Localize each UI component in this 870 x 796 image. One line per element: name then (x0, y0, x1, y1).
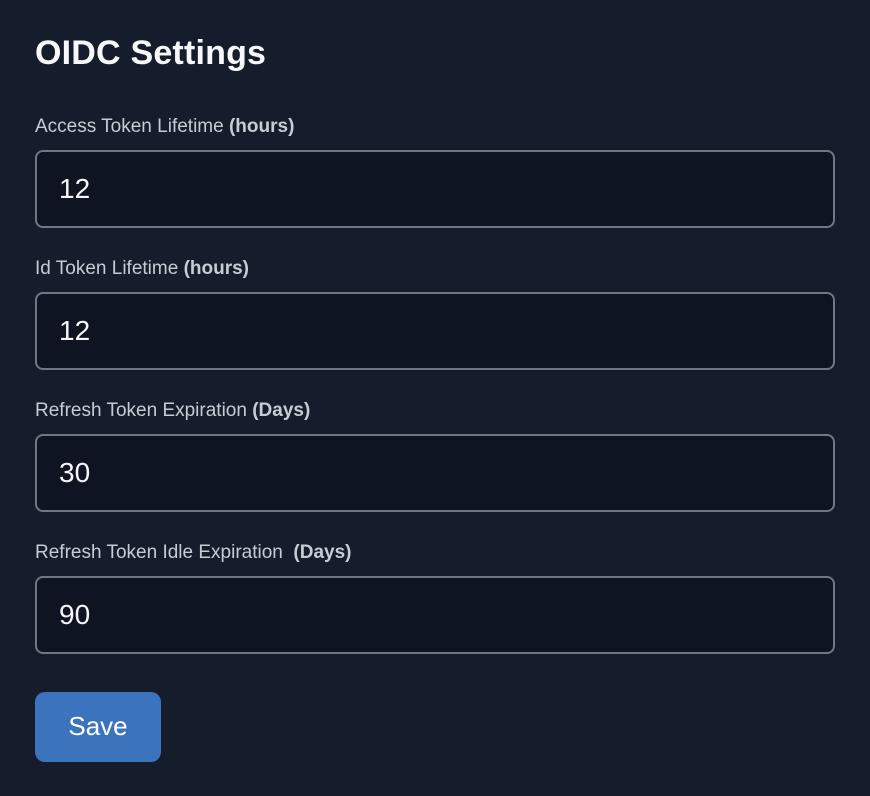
refresh-token-idle-expiration-group: Refresh Token Idle Expiration (Days) (35, 542, 835, 654)
refresh-token-expiration-input[interactable] (35, 433, 835, 512)
label-text: Access Token Lifetime (35, 115, 224, 137)
label-text: Id Token Lifetime (35, 257, 179, 279)
page-title: OIDC Settings (35, 34, 267, 72)
label-unit: (Days) (293, 541, 352, 563)
id-token-lifetime-label: Id Token Lifetime (hours) (35, 258, 835, 280)
refresh-token-expiration-group: Refresh Token Expiration (Days) (35, 400, 835, 512)
label-unit: (hours) (183, 257, 250, 279)
label-text: Refresh Token Expiration (35, 399, 247, 421)
refresh-token-idle-expiration-label: Refresh Token Idle Expiration (Days) (35, 542, 835, 564)
access-token-lifetime-input[interactable] (35, 149, 835, 228)
id-token-lifetime-group: Id Token Lifetime (hours) (35, 258, 835, 370)
refresh-token-expiration-label: Refresh Token Expiration (Days) (35, 400, 835, 422)
access-token-lifetime-label: Access Token Lifetime (hours) (35, 116, 835, 138)
id-token-lifetime-input[interactable] (35, 291, 835, 370)
refresh-token-idle-expiration-input[interactable] (35, 575, 835, 654)
access-token-lifetime-group: Access Token Lifetime (hours) (35, 116, 835, 228)
label-unit: (Days) (252, 399, 311, 421)
save-button[interactable]: Save (35, 691, 161, 762)
label-text: Refresh Token Idle Expiration (35, 541, 289, 563)
label-unit: (hours) (228, 115, 295, 137)
